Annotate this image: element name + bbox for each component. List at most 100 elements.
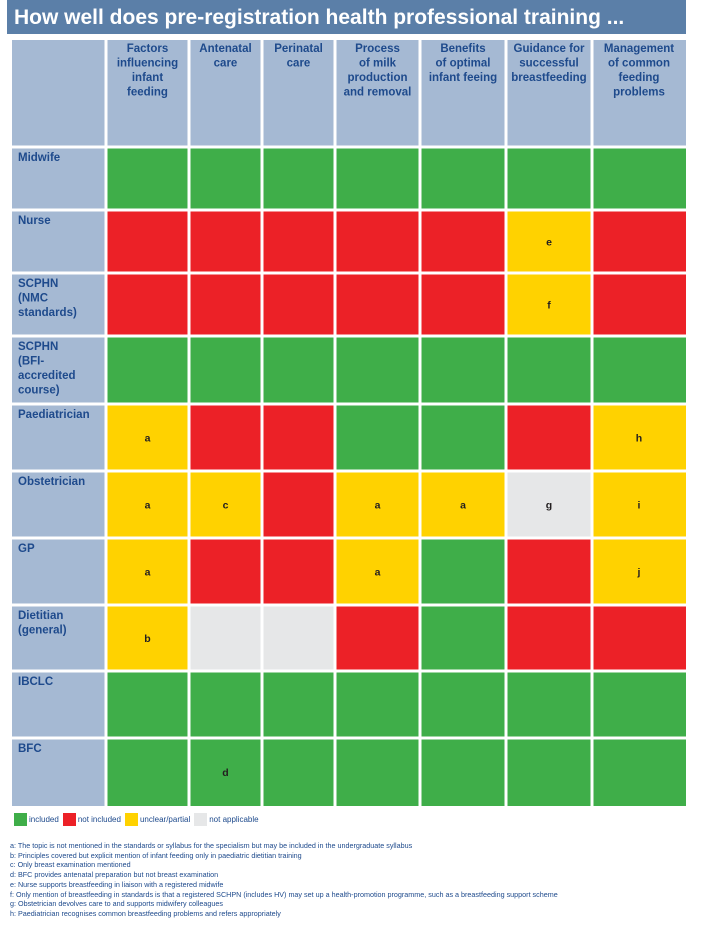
column-header-label: Factors — [127, 43, 169, 55]
column-header-label: Management — [604, 43, 674, 55]
column-header-label: of milk — [359, 58, 397, 70]
status-cell — [420, 738, 506, 806]
status-cell — [189, 147, 262, 210]
footnote: c: Only breast examination mentioned — [10, 860, 131, 870]
status-cell — [506, 671, 592, 738]
row-header-label: Dietitian — [18, 610, 63, 622]
row-header-label: (NMC — [18, 293, 48, 305]
status-cell — [189, 605, 262, 671]
legend: included not included unclear/partial not a… — [14, 811, 263, 827]
status-cell — [592, 471, 686, 538]
corner-cell — [12, 40, 106, 147]
status-cell — [189, 210, 262, 273]
status-cell — [106, 671, 189, 738]
status-cell — [420, 273, 506, 336]
row-header-cell — [12, 605, 106, 671]
column-header-cell — [189, 40, 262, 147]
column-header-label: Perinatal — [274, 43, 323, 55]
status-cell — [592, 336, 686, 404]
status-cell — [592, 147, 686, 210]
status-cell — [592, 538, 686, 605]
status-cell — [506, 471, 592, 538]
cell-note-letter: i — [638, 500, 641, 512]
status-cell — [335, 404, 420, 471]
column-header-label: Process — [355, 43, 400, 55]
legend-swatch — [194, 812, 208, 826]
row-header-label: Nurse — [18, 215, 51, 227]
status-cell — [262, 404, 335, 471]
row-header-label: SCPHN — [18, 341, 58, 353]
column-header-label: care — [214, 58, 238, 70]
status-cell — [335, 471, 420, 538]
status-cell — [189, 738, 262, 806]
column-header-label: of common — [608, 58, 670, 70]
cell-note-letter: a — [375, 567, 381, 579]
column-header-label: infant — [132, 72, 163, 84]
status-cell — [106, 471, 189, 538]
row-header-cell — [12, 671, 106, 738]
status-cell — [420, 471, 506, 538]
cell-note-letter: a — [145, 500, 151, 512]
status-cell — [592, 210, 686, 273]
status-cell — [189, 273, 262, 336]
status-cell — [262, 605, 335, 671]
row-header-cell — [12, 738, 106, 806]
status-cell — [189, 671, 262, 738]
status-cell — [189, 404, 262, 471]
cell-note-letter: h — [636, 433, 642, 445]
status-cell — [189, 538, 262, 605]
legend-label: not included — [77, 814, 121, 824]
status-cell — [506, 605, 592, 671]
legend-label: unclear/partial — [139, 814, 191, 824]
cell-note-letter: f — [547, 300, 551, 312]
row-header-cell — [12, 210, 106, 273]
footnote: a: The topic is not mentioned in the sta… — [10, 841, 413, 850]
row-header-label: course) — [18, 385, 60, 397]
column-header-label: of optimal — [436, 58, 491, 70]
status-cell — [106, 538, 189, 605]
status-cell — [106, 605, 189, 671]
column-header-cell — [106, 40, 189, 147]
status-cell — [189, 471, 262, 538]
status-cell — [335, 738, 420, 806]
legend-swatch — [14, 812, 27, 826]
status-cell — [262, 671, 335, 738]
column-header-label: successful — [519, 58, 578, 70]
column-header-cell — [262, 40, 335, 147]
status-cell — [262, 738, 335, 806]
footnote: e: Nurse supports breastfeeding in liais… — [10, 879, 224, 889]
status-cell — [506, 404, 592, 471]
status-cell — [420, 404, 506, 471]
footnote: b: Principles covered but explicit menti… — [10, 850, 302, 860]
status-cell — [420, 210, 506, 273]
row-header-label: GP — [18, 543, 35, 555]
row-header-cell — [12, 471, 106, 538]
column-header-label: infant feeing — [429, 72, 497, 84]
status-cell — [106, 404, 189, 471]
status-cell — [506, 336, 592, 404]
status-cell — [506, 147, 592, 210]
legend-item-included: included — [14, 812, 59, 826]
status-cell — [420, 147, 506, 210]
status-cell — [506, 738, 592, 806]
column-header-cell — [335, 40, 420, 147]
column-header-label: Benefits — [440, 43, 485, 55]
status-cell — [335, 210, 420, 273]
status-cell — [106, 147, 189, 210]
row-header-label: Obstetrician — [18, 476, 85, 488]
legend-swatch — [62, 812, 76, 826]
column-header-label: Guidance for — [514, 43, 585, 55]
training-matrix: Factors influencing infant feeding Antenatal… — [12, 40, 686, 806]
row-header-label: (BFI- — [18, 356, 44, 368]
status-cell — [262, 538, 335, 605]
row-header-label: standards) — [18, 307, 77, 319]
footnote: f: Only mention of breastfeeding in stan… — [10, 889, 558, 899]
status-cell — [262, 336, 335, 404]
page-title: How well does pre-registration health pr… — [14, 6, 625, 29]
row-header-cell — [12, 336, 106, 404]
row-header-label: Paediatrician — [18, 409, 90, 421]
cell-note-letter: c — [223, 500, 229, 512]
legend-item-not-included: not included — [62, 812, 121, 826]
footnotes: a: The topic is not mentioned in the sta… — [10, 841, 700, 919]
column-header-label: production — [347, 72, 407, 84]
